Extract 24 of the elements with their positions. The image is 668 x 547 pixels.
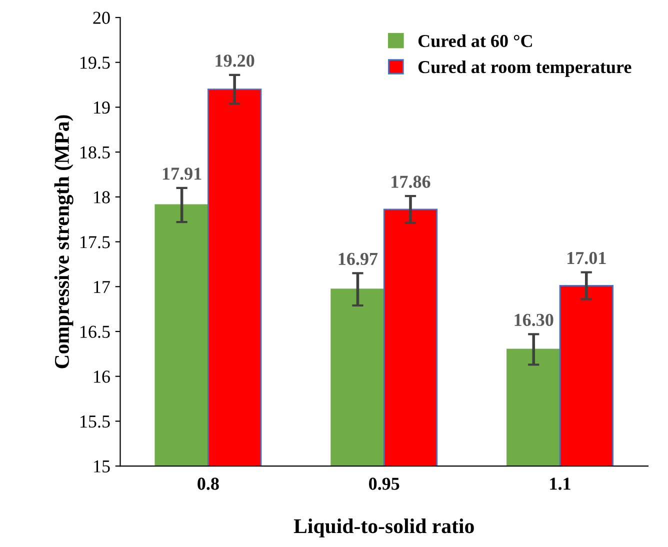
x-tick-label: 0.8 <box>198 478 219 490</box>
y-axis-title: Compressive strength (MPa) <box>54 115 74 368</box>
y-tick-label: 18 <box>94 191 110 204</box>
data-label: 17.86 <box>392 176 430 188</box>
y-tick-label: 16.5 <box>80 326 110 338</box>
data-label: 16.97 <box>338 252 378 266</box>
x-tick-label: 1.1 <box>550 478 570 490</box>
y-tick-label: 19 <box>94 102 110 114</box>
data-label: 16.30 <box>514 314 554 326</box>
data-label: 17.01 <box>568 252 606 264</box>
legend-label: Cured at room temperature <box>418 60 632 77</box>
y-tick-label: 17 <box>94 280 110 293</box>
x-tick-label: 0.95 <box>368 478 400 490</box>
y-tick-label: 17.5 <box>80 236 110 248</box>
y-tick-label: 16 <box>94 370 110 383</box>
y-tick-label: 20 <box>93 12 110 24</box>
x-axis-title: Liquid-to-solid ratio <box>294 518 474 538</box>
y-tick-label: 15.5 <box>80 416 110 428</box>
y-tick-label: 19.5 <box>80 56 110 69</box>
y-tick-label: 18.5 <box>80 146 110 159</box>
data-label: 19.20 <box>216 54 254 67</box>
y-tick-label: 15 <box>94 460 110 472</box>
data-label: 17.91 <box>162 168 202 180</box>
legend-label: Cured at 60 °C <box>418 34 532 48</box>
